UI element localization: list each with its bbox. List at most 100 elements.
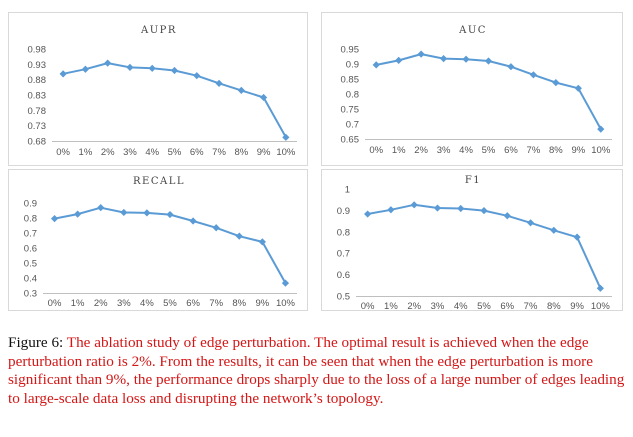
recall-chart-title: RECALL [133,176,185,187]
auc-series-line [376,53,602,130]
aupr-data-point [215,79,223,87]
f1-y-tick-label: 0.9 [337,206,350,217]
auc-y-tick-label: 0.65 [341,135,360,146]
aupr-y-tick-label: 0.83 [28,91,47,102]
figure-caption: Figure 6: The ablation study of edge per… [8,334,628,408]
aupr-x-tick-label: 7% [212,147,226,158]
auc-x-tick-label: 2% [414,145,428,156]
f1-x-tick-label: 0% [361,301,375,312]
f1-data-point [387,206,395,214]
recall-x-tick-label: 8% [232,298,246,309]
aupr-x-tick-label: 6% [190,147,204,158]
auc-chart-title: AUC [458,25,487,36]
chart-panel-aupr: AUPR 0.98 0.93 0.88 0.83 0.78 0.73 0.68 0% 1% 2% 3%… [8,12,308,166]
aupr-x-tick-label: 9% [257,147,271,158]
chart-panel-recall: RECALL 0.9 0.8 0.7 0.6 0.5 0.4 0.3 0% 1% 2% 3% 4% 5% 6… [8,169,308,311]
f1-x-tick-label: 1% [384,301,398,312]
recall-data-point [74,210,82,218]
f1-x-tick-label: 6% [500,301,514,312]
aupr-x-tick-label: 2% [101,147,115,158]
aupr-y-tick-label: 0.88 [28,75,47,86]
auc-x-tick-label: 4% [459,145,473,156]
recall-y-tick-label: 0.7 [24,229,37,240]
auc-x-tick-label: 6% [504,145,518,156]
aupr-data-point [282,133,290,141]
aupr-x-tick-label: 3% [123,147,137,158]
aupr-y-tick-label: 0.93 [28,60,47,71]
aupr-data-point [170,66,179,75]
auc-x-tick-label: 9% [571,145,585,156]
auc-data-point [462,55,470,63]
aupr-series-line [62,62,287,138]
auc-x-tick-label: 10% [591,145,611,156]
recall-y-tick-label: 0.8 [24,214,37,225]
aupr-data-point [81,65,90,73]
auc-chart: AUC 0.95 0.9 0.85 0.8 0.75 0.7 0.65 0% 1% 2% 3% 4% 5%… [341,25,612,156]
f1-chart: F1 1 0.9 0.8 0.7 0.6 0.5 0% 1% 2% 3% 4% 5% 6% 7% 8% 9% 10… [337,175,612,312]
f1-data-point [457,204,465,213]
recall-x-tick-label: 3% [117,298,131,309]
recall-y-tick-label: 0.9 [24,199,37,210]
aupr-data-point [237,86,245,94]
auc-y-tick-label: 0.75 [341,105,360,116]
recall-x-tick-label: 2% [94,298,108,309]
recall-chart: RECALL 0.9 0.8 0.7 0.6 0.5 0.4 0.3 0% 1% 2% 3% 4% 5% 6… [24,176,297,309]
recall-x-tick-label: 7% [209,298,223,309]
aupr-chart-title: AUPR [140,25,177,36]
recall-y-tick-label: 0.6 [24,244,37,255]
aupr-y-tick-label: 0.73 [28,121,47,132]
f1-x-tick-label: 3% [431,301,445,312]
aupr-data-point [126,63,134,71]
recall-x-tick-label: 9% [255,298,269,309]
auc-x-tick-label: 5% [482,145,496,156]
auc-y-tick-label: 0.8 [346,90,359,101]
f1-data-point [433,204,442,212]
recall-y-tick-label: 0.4 [24,274,37,285]
recall-data-point [97,204,105,212]
recall-x-tick-label: 4% [140,298,154,309]
recall-y-tick-label: 0.5 [24,259,37,270]
aupr-x-tick-label: 0% [56,147,70,158]
auc-y-tick-label: 0.9 [346,60,359,71]
aupr-chart: AUPR 0.98 0.93 0.88 0.83 0.78 0.73 0.68 0% 1% 2% 3%… [28,25,297,158]
recall-x-tick-label: 0% [48,298,62,309]
f1-y-tick-label: 0.6 [337,270,350,281]
recall-series-line [54,206,287,284]
auc-data-point [507,63,515,71]
auc-data-point [574,84,582,92]
auc-data-point [417,50,425,58]
f1-data-point [503,212,511,220]
f1-x-tick-label: 5% [477,301,491,312]
recall-data-point [50,215,59,223]
f1-y-tick-label: 0.8 [337,227,350,238]
recall-x-tick-label: 6% [186,298,200,309]
auc-data-point [552,79,560,87]
auc-x-tick-label: 8% [549,145,563,156]
aupr-x-tick-label: 1% [79,147,93,158]
f1-data-point [364,210,372,218]
recall-data-point [258,238,266,246]
aupr-data-point [193,72,201,80]
recall-data-point [281,279,290,287]
recall-data-point [212,224,220,232]
aupr-x-tick-label: 10% [276,147,296,158]
recall-data-point [143,209,151,217]
chart-panel-auc: AUC 0.95 0.9 0.85 0.8 0.75 0.7 0.65 0% 1% 2% 3% 4% 5%… [321,12,623,166]
auc-data-point [372,61,380,69]
aupr-y-tick-label: 0.98 [28,45,47,56]
f1-data-point [596,284,604,292]
aupr-y-tick-label: 0.68 [28,137,47,148]
recall-x-tick-label: 5% [163,298,177,309]
f1-y-tick-label: 0.5 [337,292,350,303]
recall-data-point [189,217,197,225]
auc-data-point [439,55,448,63]
f1-data-point [480,207,488,215]
f1-y-tick-label: 1 [345,185,350,196]
aupr-y-tick-label: 0.78 [28,106,47,117]
f1-data-point [573,233,581,241]
f1-chart-title: F1 [465,175,481,186]
f1-x-tick-label: 8% [547,301,561,312]
auc-x-tick-label: 0% [369,145,383,156]
aupr-x-tick-label: 4% [145,147,159,158]
auc-x-tick-label: 3% [437,145,451,156]
